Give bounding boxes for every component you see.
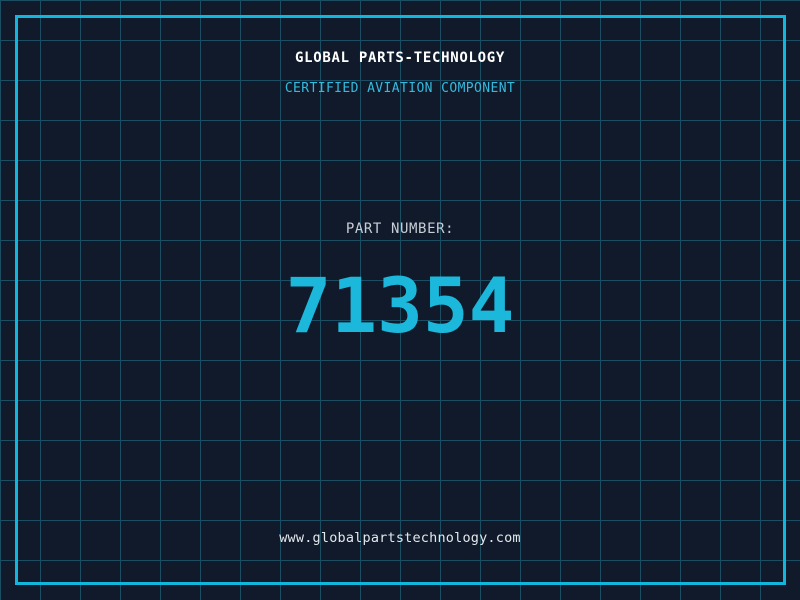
website-url: www.globalpartstechnology.com xyxy=(279,530,521,546)
part-number-value: 71354 xyxy=(285,261,515,350)
certification-subtitle: CERTIFIED AVIATION COMPONENT xyxy=(284,81,516,96)
company-title: GLOBAL PARTS-TECHNOLOGY xyxy=(295,50,505,66)
part-number-label: PART NUMBER: xyxy=(345,221,455,237)
